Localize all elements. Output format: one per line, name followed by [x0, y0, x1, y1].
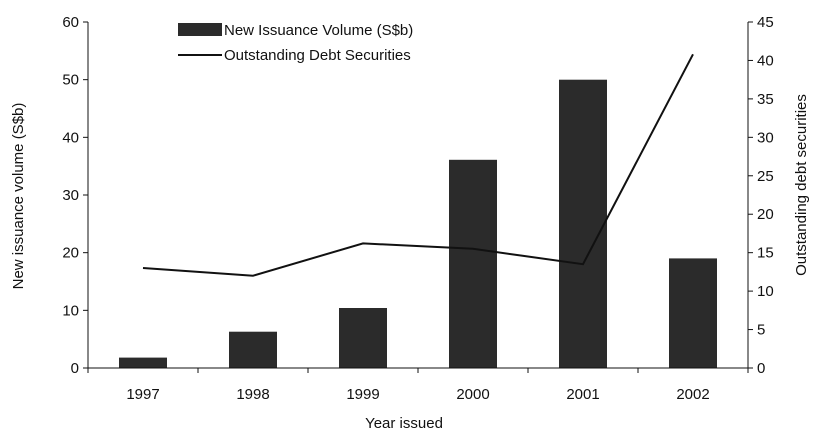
x-tick-label-2001: 2001 [566, 386, 599, 403]
bar-2002 [669, 258, 717, 368]
y-tick-label: 60 [62, 14, 79, 31]
bar-1997 [119, 357, 167, 368]
x-axis-title: Year issued [365, 415, 443, 432]
y-tick-label: 50 [62, 72, 79, 89]
y2-tick-label: 15 [757, 245, 774, 262]
y2-tick-label: 45 [757, 14, 774, 31]
bar-1998 [229, 331, 277, 368]
bar-2001 [559, 79, 607, 368]
x-tick-label-1998: 1998 [236, 386, 269, 403]
y2-tick-label: 5 [757, 322, 765, 339]
y-tick-label: 40 [62, 129, 79, 146]
ticks-layer: 0 10 20 30 40 50 60 0 5 10 15 20 25 30 35 40 45 1997 1998 1… [62, 14, 773, 403]
y2-tick-label: 40 [757, 52, 774, 69]
legend-label-bar: New Issuance Volume (S$b) [224, 22, 413, 39]
y2-tick-label: 10 [757, 283, 774, 300]
outstanding-debt-line [142, 53, 694, 277]
y2-tick-label: 25 [757, 168, 774, 185]
x-tick-label-2002: 2002 [676, 386, 709, 403]
y2-tick-label: 20 [757, 206, 774, 223]
x-tick-label-1997: 1997 [126, 386, 159, 403]
legend: New Issuance Volume (S$b) Outstanding De… [178, 22, 413, 64]
y2-tick-label: 0 [757, 360, 765, 377]
legend-label-line: Outstanding Debt Securities [224, 47, 411, 64]
bar-1999 [339, 308, 387, 368]
y2-tick-label: 35 [757, 91, 774, 108]
legend-swatch-bar [178, 23, 222, 36]
axes-layer [87, 22, 749, 369]
y2-axis-title: Outstanding debt securities [793, 94, 810, 276]
x-tick-label-2000: 2000 [456, 386, 489, 403]
y2-tick-label: 30 [757, 129, 774, 146]
y-tick-label: 30 [62, 187, 79, 204]
y-axis-title: New issuance volume (S$b) [10, 103, 27, 290]
x-tick-label-1999: 1999 [346, 386, 379, 403]
bar-2000 [449, 159, 497, 368]
y-tick-label: 10 [62, 302, 79, 319]
bars-layer [119, 79, 717, 368]
y-tick-label: 0 [71, 360, 79, 377]
y-tick-label: 20 [62, 245, 79, 262]
